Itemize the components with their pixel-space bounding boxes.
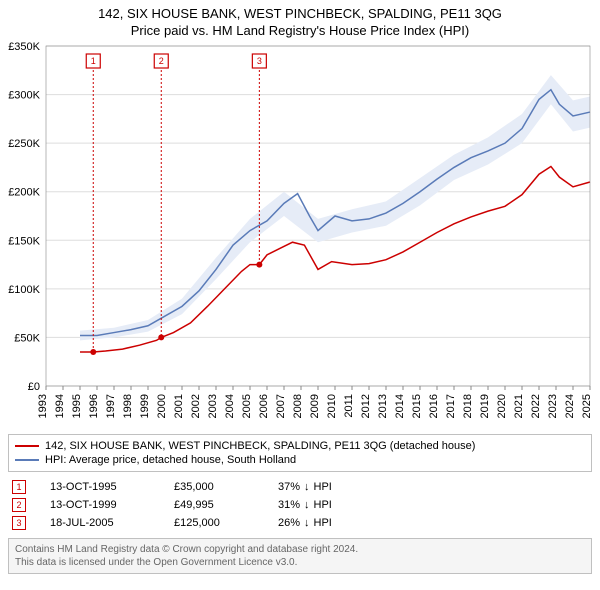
svg-text:£200K: £200K: [8, 187, 40, 199]
svg-text:2014: 2014: [394, 394, 406, 418]
svg-text:2012: 2012: [360, 394, 372, 418]
legend-label-series1: 142, SIX HOUSE BANK, WEST PINCHBECK, SPA…: [45, 440, 475, 452]
svg-text:2005: 2005: [241, 394, 253, 418]
svg-text:1994: 1994: [54, 394, 66, 418]
sale-price: £125,000: [174, 517, 254, 529]
down-arrow-icon: ↓: [304, 499, 310, 511]
sale-date: 13-OCT-1995: [50, 481, 150, 493]
svg-text:2025: 2025: [581, 394, 593, 418]
svg-text:2008: 2008: [292, 394, 304, 418]
chart-title-line1: 142, SIX HOUSE BANK, WEST PINCHBECK, SPA…: [4, 6, 596, 21]
legend-swatch-series1: [15, 445, 39, 447]
svg-text:£150K: £150K: [8, 235, 40, 247]
svg-text:2024: 2024: [564, 394, 576, 418]
svg-text:1993: 1993: [37, 394, 49, 418]
chart-title-block: 142, SIX HOUSE BANK, WEST PINCHBECK, SPA…: [0, 0, 600, 40]
sale-index-box: 2: [12, 498, 26, 512]
svg-text:1999: 1999: [139, 394, 151, 418]
svg-text:£50K: £50K: [14, 332, 40, 344]
chart-svg: £0 £50K £100K £150K £200K £250K £300K £350K 1993…: [0, 40, 600, 430]
svg-text:£350K: £350K: [8, 41, 40, 53]
sale-index-box: 1: [12, 480, 26, 494]
sale-diff: 31%↓HPI: [278, 499, 332, 511]
svg-text:2002: 2002: [190, 394, 202, 418]
svg-text:2015: 2015: [411, 394, 423, 418]
sale-price: £35,000: [174, 481, 254, 493]
svg-text:£0: £0: [28, 381, 40, 393]
svg-text:2: 2: [159, 56, 164, 66]
footer-line1: Contains HM Land Registry data © Crown c…: [15, 543, 585, 556]
svg-text:2018: 2018: [462, 394, 474, 418]
down-arrow-icon: ↓: [304, 517, 310, 529]
svg-text:1998: 1998: [122, 394, 134, 418]
svg-text:2011: 2011: [343, 394, 355, 418]
svg-text:2000: 2000: [156, 394, 168, 418]
bottom-panel: 142, SIX HOUSE BANK, WEST PINCHBECK, SPA…: [0, 430, 600, 574]
svg-text:1997: 1997: [105, 394, 117, 418]
svg-text:2009: 2009: [309, 394, 321, 418]
sale-date: 13-OCT-1999: [50, 499, 150, 511]
sale-diff: 26%↓HPI: [278, 517, 332, 529]
legend-swatch-series2: [15, 459, 39, 461]
svg-text:2021: 2021: [513, 394, 525, 418]
legend-row-series2: HPI: Average price, detached house, Sout…: [15, 453, 585, 467]
svg-text:2020: 2020: [496, 394, 508, 418]
svg-text:2003: 2003: [207, 394, 219, 418]
footer-box: Contains HM Land Registry data © Crown c…: [8, 538, 592, 574]
svg-text:2001: 2001: [173, 394, 185, 418]
legend-label-series2: HPI: Average price, detached house, Sout…: [45, 454, 296, 466]
sales-block: 1 13-OCT-1995 £35,000 37%↓HPI 2 13-OCT-1999 £4…: [8, 478, 592, 532]
svg-text:2022: 2022: [530, 394, 542, 418]
svg-text:£250K: £250K: [8, 138, 40, 150]
svg-text:£100K: £100K: [8, 284, 40, 296]
svg-text:2017: 2017: [445, 394, 457, 418]
legend-box: 142, SIX HOUSE BANK, WEST PINCHBECK, SPA…: [8, 434, 592, 472]
svg-text:3: 3: [257, 56, 262, 66]
svg-text:1995: 1995: [71, 394, 83, 418]
svg-text:2004: 2004: [224, 394, 236, 418]
chart-title-line2: Price paid vs. HM Land Registry's House …: [4, 23, 596, 38]
sale-row: 1 13-OCT-1995 £35,000 37%↓HPI: [8, 478, 592, 496]
svg-text:2010: 2010: [326, 394, 338, 418]
sale-row: 2 13-OCT-1999 £49,995 31%↓HPI: [8, 496, 592, 514]
sale-row: 3 18-JUL-2005 £125,000 26%↓HPI: [8, 514, 592, 532]
svg-text:2023: 2023: [547, 394, 559, 418]
legend-row-series1: 142, SIX HOUSE BANK, WEST PINCHBECK, SPA…: [15, 439, 585, 453]
sale-date: 18-JUL-2005: [50, 517, 150, 529]
svg-text:2006: 2006: [258, 394, 270, 418]
svg-text:£300K: £300K: [8, 90, 40, 102]
sale-diff: 37%↓HPI: [278, 481, 332, 493]
sale-price: £49,995: [174, 499, 254, 511]
footer-line2: This data is licensed under the Open Gov…: [15, 556, 585, 569]
svg-text:1: 1: [91, 56, 96, 66]
svg-text:2019: 2019: [479, 394, 491, 418]
down-arrow-icon: ↓: [304, 481, 310, 493]
sale-index-box: 3: [12, 516, 26, 530]
svg-text:2013: 2013: [377, 394, 389, 418]
chart-area: £0 £50K £100K £150K £200K £250K £300K £350K 1993…: [0, 40, 600, 430]
svg-text:1996: 1996: [88, 394, 100, 418]
svg-text:2016: 2016: [428, 394, 440, 418]
svg-text:2007: 2007: [275, 394, 287, 418]
